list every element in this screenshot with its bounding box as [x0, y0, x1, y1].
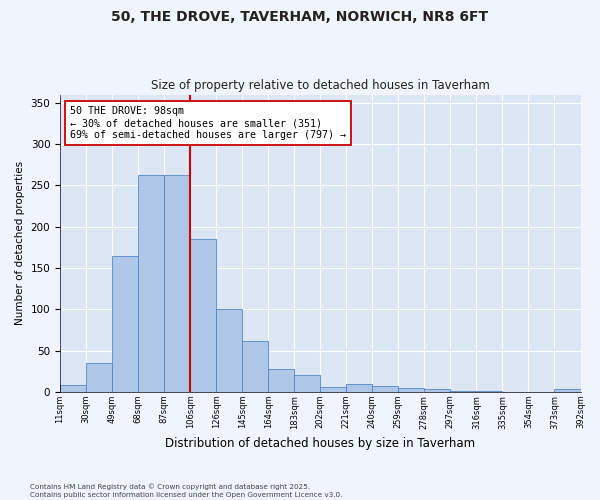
Bar — [112, 256, 138, 392]
Text: 50 THE DROVE: 98sqm
← 30% of detached houses are smaller (351)
69% of semi-detac: 50 THE DROVE: 98sqm ← 30% of detached ho… — [70, 106, 346, 140]
Bar — [86, 363, 112, 392]
Bar — [60, 386, 86, 392]
Bar — [294, 376, 320, 392]
Text: Contains HM Land Registry data © Crown copyright and database right 2025.
Contai: Contains HM Land Registry data © Crown c… — [30, 484, 343, 498]
Bar — [268, 369, 294, 392]
Bar — [476, 391, 502, 392]
Bar — [242, 340, 268, 392]
Bar — [424, 388, 451, 392]
X-axis label: Distribution of detached houses by size in Taverham: Distribution of detached houses by size … — [165, 437, 475, 450]
Bar — [190, 239, 216, 392]
Bar — [164, 174, 190, 392]
Bar — [320, 387, 346, 392]
Bar — [554, 390, 581, 392]
Bar — [373, 386, 398, 392]
Text: 50, THE DROVE, TAVERHAM, NORWICH, NR8 6FT: 50, THE DROVE, TAVERHAM, NORWICH, NR8 6F… — [112, 10, 488, 24]
Y-axis label: Number of detached properties: Number of detached properties — [15, 161, 25, 326]
Bar — [451, 391, 476, 392]
Bar — [346, 384, 373, 392]
Bar — [216, 310, 242, 392]
Bar — [398, 388, 424, 392]
Title: Size of property relative to detached houses in Taverham: Size of property relative to detached ho… — [151, 79, 490, 92]
Bar — [138, 174, 164, 392]
